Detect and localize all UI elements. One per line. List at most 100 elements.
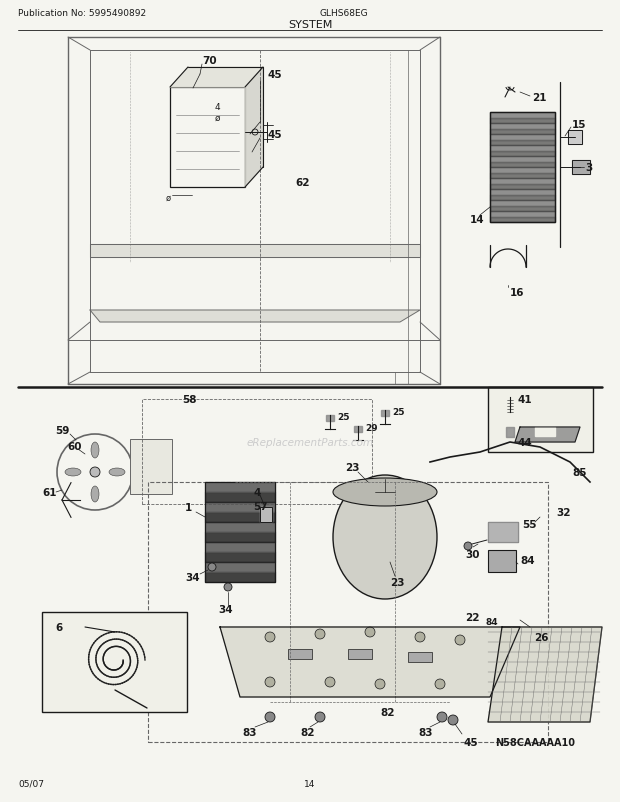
Text: 15: 15 — [572, 119, 587, 130]
Text: 30: 30 — [465, 549, 479, 559]
Polygon shape — [326, 415, 334, 422]
Text: Publication No: 5995490892: Publication No: 5995490892 — [18, 9, 146, 18]
Ellipse shape — [91, 443, 99, 459]
Circle shape — [325, 677, 335, 687]
Polygon shape — [205, 533, 275, 542]
Circle shape — [315, 712, 325, 722]
Text: 70: 70 — [202, 56, 216, 66]
Text: N58CAAAAA10: N58CAAAAA10 — [495, 737, 575, 747]
Polygon shape — [490, 195, 555, 200]
Ellipse shape — [109, 468, 125, 476]
Text: 62: 62 — [295, 178, 309, 188]
Polygon shape — [205, 512, 275, 522]
Text: 05/07: 05/07 — [18, 779, 44, 788]
Polygon shape — [490, 200, 555, 206]
Bar — [260, 508, 272, 522]
Polygon shape — [490, 206, 555, 212]
Polygon shape — [220, 627, 520, 697]
Ellipse shape — [91, 486, 99, 502]
Text: 41: 41 — [518, 395, 533, 404]
Polygon shape — [535, 427, 555, 436]
Text: 61: 61 — [42, 488, 56, 497]
Text: 23: 23 — [390, 577, 404, 587]
Circle shape — [315, 630, 325, 639]
Text: 60: 60 — [67, 441, 81, 452]
Text: 4: 4 — [253, 488, 260, 497]
Text: ø: ø — [166, 193, 171, 202]
Polygon shape — [490, 135, 555, 140]
Text: 16: 16 — [510, 288, 525, 298]
Ellipse shape — [65, 468, 81, 476]
Circle shape — [464, 542, 472, 550]
Polygon shape — [381, 411, 389, 416]
Bar — [288, 649, 312, 659]
Polygon shape — [490, 190, 555, 195]
Polygon shape — [260, 508, 272, 522]
Polygon shape — [490, 124, 555, 129]
Polygon shape — [488, 627, 602, 722]
Polygon shape — [205, 573, 275, 582]
Text: 82: 82 — [300, 727, 314, 737]
Bar — [408, 652, 432, 662]
Text: 25: 25 — [392, 408, 404, 417]
Text: 58: 58 — [182, 395, 197, 404]
Polygon shape — [490, 179, 555, 184]
Text: ø: ø — [215, 113, 221, 123]
Polygon shape — [490, 119, 555, 124]
Text: 4: 4 — [215, 103, 221, 112]
Polygon shape — [488, 522, 518, 542]
Text: 84: 84 — [520, 555, 534, 565]
Bar — [348, 649, 372, 659]
Ellipse shape — [333, 479, 437, 506]
Text: 44: 44 — [518, 437, 533, 448]
Text: SYSTEM: SYSTEM — [288, 20, 332, 30]
Polygon shape — [205, 482, 275, 492]
Circle shape — [265, 712, 275, 722]
Bar — [142, 399, 372, 504]
Circle shape — [437, 712, 447, 722]
Bar — [488, 522, 518, 542]
Bar — [572, 160, 590, 175]
Polygon shape — [490, 157, 555, 162]
Bar — [568, 131, 582, 145]
Circle shape — [455, 635, 465, 645]
Text: 26: 26 — [534, 632, 549, 642]
Text: 29: 29 — [365, 424, 378, 433]
Polygon shape — [490, 168, 555, 173]
Polygon shape — [170, 68, 263, 88]
Text: 57: 57 — [253, 501, 268, 512]
Circle shape — [265, 632, 275, 642]
Polygon shape — [506, 427, 514, 437]
Bar — [148, 482, 548, 742]
Text: GLHS68EG: GLHS68EG — [320, 9, 369, 18]
Text: 6: 6 — [55, 622, 62, 632]
Circle shape — [90, 468, 100, 477]
Bar — [205, 482, 275, 582]
Polygon shape — [490, 113, 555, 119]
Polygon shape — [490, 146, 555, 152]
Bar — [490, 113, 555, 223]
Circle shape — [415, 632, 425, 642]
Text: 59: 59 — [55, 426, 69, 435]
Polygon shape — [205, 562, 275, 573]
Bar — [42, 612, 187, 712]
Polygon shape — [354, 427, 362, 432]
Ellipse shape — [333, 476, 437, 599]
Text: 85: 85 — [572, 468, 587, 477]
Text: 84: 84 — [485, 618, 498, 626]
Text: 21: 21 — [532, 93, 546, 103]
Polygon shape — [205, 542, 275, 553]
Text: 34: 34 — [218, 604, 232, 614]
Text: 1: 1 — [185, 502, 192, 512]
Polygon shape — [205, 502, 275, 512]
Text: 25: 25 — [337, 413, 350, 422]
Circle shape — [365, 627, 375, 638]
Polygon shape — [515, 427, 580, 443]
Text: 45: 45 — [463, 737, 477, 747]
Text: 14: 14 — [304, 779, 316, 788]
Text: 83: 83 — [242, 727, 257, 737]
Polygon shape — [90, 245, 420, 257]
Polygon shape — [490, 184, 555, 190]
Circle shape — [375, 679, 385, 689]
Polygon shape — [490, 212, 555, 217]
